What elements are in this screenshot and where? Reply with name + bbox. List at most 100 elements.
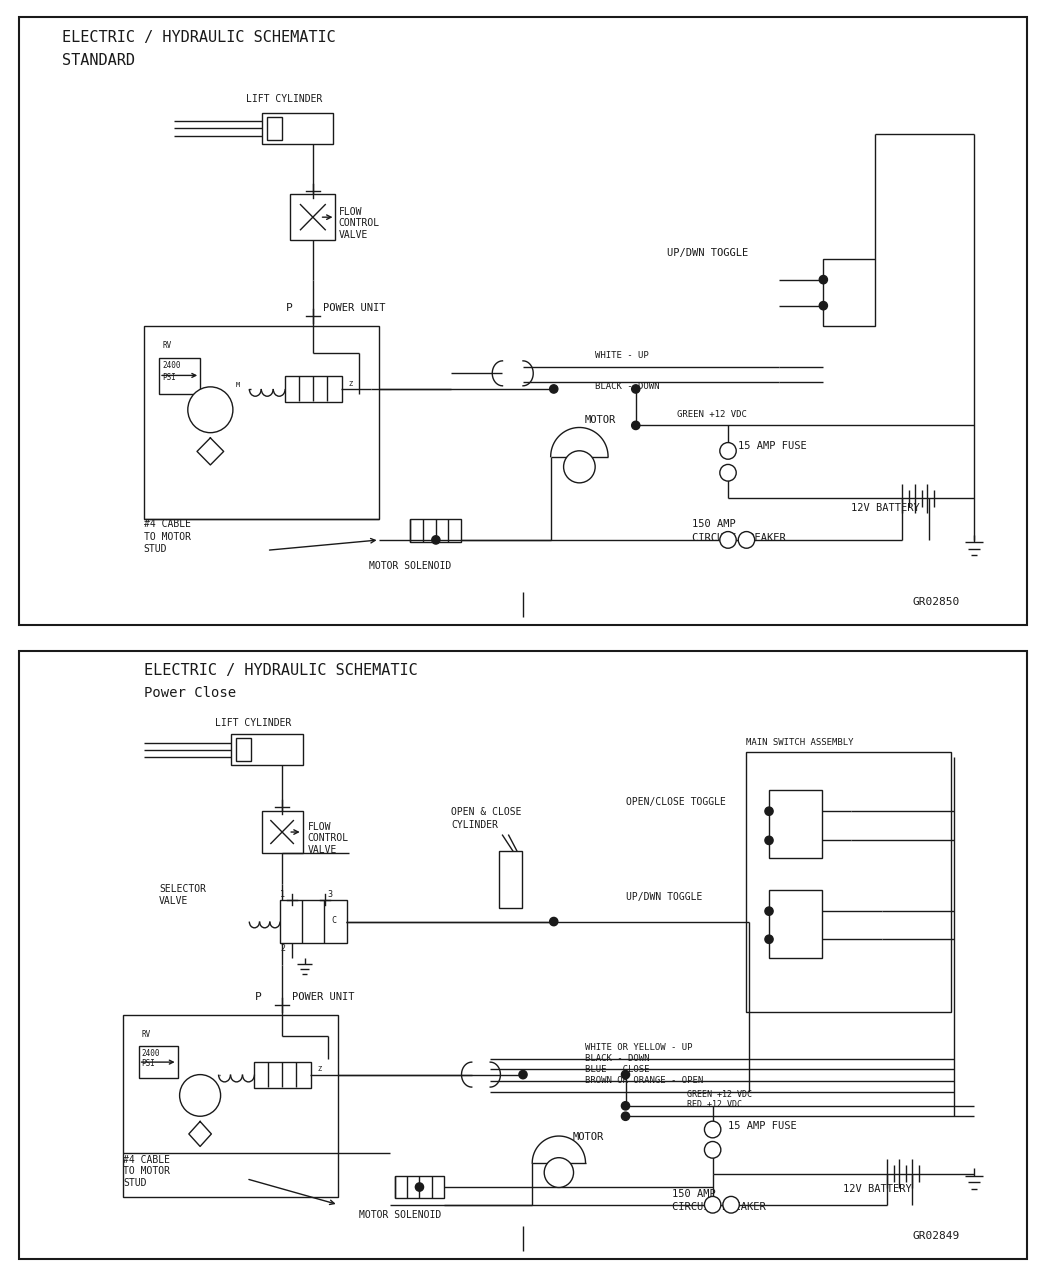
Bar <box>267 118 282 140</box>
Text: BLUE - CLOSE: BLUE - CLOSE <box>585 1065 649 1074</box>
Text: MAIN SWITCH ASSEMBLY: MAIN SWITCH ASSEMBLY <box>747 739 854 748</box>
Text: VALVE: VALVE <box>339 229 368 239</box>
Circle shape <box>704 1121 721 1138</box>
Text: P: P <box>286 302 292 312</box>
Text: C: C <box>332 916 337 925</box>
Circle shape <box>432 536 440 544</box>
Text: #4 CABLE: #4 CABLE <box>143 520 190 529</box>
Text: CIRCUIT BREAKER: CIRCUIT BREAKER <box>672 1202 766 1212</box>
Text: OPEN & CLOSE: OPEN & CLOSE <box>451 808 522 817</box>
Bar <box>394 1175 445 1198</box>
Text: ELECTRIC / HYDRAULIC SCHEMATIC: ELECTRIC / HYDRAULIC SCHEMATIC <box>62 29 336 45</box>
Bar <box>769 790 822 858</box>
Circle shape <box>549 918 558 925</box>
Text: GR02850: GR02850 <box>912 598 960 607</box>
Text: 12V BATTERY: 12V BATTERY <box>851 503 919 513</box>
Text: 15 AMP FUSE: 15 AMP FUSE <box>728 1121 797 1132</box>
Circle shape <box>180 1075 221 1116</box>
Bar <box>123 1015 339 1198</box>
Circle shape <box>632 385 640 393</box>
Circle shape <box>765 836 773 845</box>
Text: P: P <box>255 992 262 1002</box>
Text: P: P <box>577 462 582 471</box>
Bar <box>280 900 346 943</box>
Circle shape <box>819 275 827 284</box>
Text: P: P <box>556 1169 562 1178</box>
Text: BLACK - DOWN: BLACK - DOWN <box>585 1055 649 1064</box>
Text: #4 CABLE: #4 CABLE <box>123 1155 170 1165</box>
Text: PSI: PSI <box>141 1059 156 1068</box>
Text: CIRCUIT BREAKER: CIRCUIT BREAKER <box>692 532 786 543</box>
Bar <box>143 326 380 520</box>
Circle shape <box>704 1197 721 1213</box>
Bar <box>499 851 522 908</box>
Text: FLOW: FLOW <box>339 207 362 216</box>
Text: WHITE OR YELLOW - UP: WHITE OR YELLOW - UP <box>585 1043 692 1052</box>
Text: ELECTRIC / HYDRAULIC SCHEMATIC: ELECTRIC / HYDRAULIC SCHEMATIC <box>143 663 417 678</box>
Circle shape <box>819 302 827 310</box>
Bar <box>231 735 302 765</box>
Text: WHITE - UP: WHITE - UP <box>595 351 649 360</box>
Bar <box>138 1047 178 1078</box>
Bar <box>747 751 952 1012</box>
Circle shape <box>621 1102 630 1110</box>
Text: BLACK - DOWN: BLACK - DOWN <box>595 381 659 390</box>
Bar <box>291 195 336 241</box>
Circle shape <box>720 443 736 460</box>
Text: Z: Z <box>318 1066 322 1073</box>
Text: LIFT CYLINDER: LIFT CYLINDER <box>215 718 292 727</box>
Text: M: M <box>207 404 213 415</box>
Circle shape <box>544 1157 573 1188</box>
Text: FLOW: FLOW <box>308 822 332 832</box>
Text: VALVE: VALVE <box>159 896 188 905</box>
Text: CYLINDER: CYLINDER <box>451 819 498 829</box>
Text: Z: Z <box>348 380 353 387</box>
Text: 2400: 2400 <box>162 361 181 370</box>
Text: 12V BATTERY: 12V BATTERY <box>843 1184 911 1194</box>
Text: Power Close: Power Close <box>143 686 235 700</box>
Text: UP/DWN TOGGLE: UP/DWN TOGGLE <box>626 892 702 902</box>
Text: STANDARD: STANDARD <box>62 52 135 68</box>
Text: MOTOR SOLENOID: MOTOR SOLENOID <box>369 561 452 571</box>
Circle shape <box>621 1070 630 1079</box>
Text: MOTOR SOLENOID: MOTOR SOLENOID <box>359 1210 441 1220</box>
Text: UP/DWN TOGGLE: UP/DWN TOGGLE <box>666 248 748 259</box>
Text: GR02849: GR02849 <box>912 1231 960 1240</box>
Bar <box>254 1062 311 1088</box>
Circle shape <box>519 1070 527 1079</box>
Text: MOTOR: MOTOR <box>585 415 616 425</box>
Text: STUD: STUD <box>143 544 167 554</box>
Circle shape <box>720 465 736 481</box>
Circle shape <box>188 387 233 433</box>
Text: MOTOR: MOTOR <box>572 1132 604 1142</box>
Text: CONTROL: CONTROL <box>339 218 380 228</box>
Circle shape <box>621 1112 630 1120</box>
Circle shape <box>765 808 773 815</box>
Bar <box>823 259 874 326</box>
Text: RV: RV <box>162 342 172 351</box>
Text: RV: RV <box>141 1030 151 1039</box>
Text: 15 AMP FUSE: 15 AMP FUSE <box>738 442 808 451</box>
Bar <box>286 376 342 402</box>
Bar <box>410 520 461 541</box>
Text: 2400: 2400 <box>141 1048 160 1057</box>
Text: TO MOTOR: TO MOTOR <box>143 531 190 541</box>
Text: 3: 3 <box>327 891 333 900</box>
Text: 150 AMP: 150 AMP <box>672 1189 715 1199</box>
Text: BROWN OR ORANGE - OPEN: BROWN OR ORANGE - OPEN <box>585 1076 703 1085</box>
Circle shape <box>720 531 736 548</box>
Text: GREEN +12 VDC: GREEN +12 VDC <box>687 1089 752 1098</box>
Circle shape <box>704 1142 721 1158</box>
Text: POWER UNIT: POWER UNIT <box>292 992 355 1002</box>
Text: VALVE: VALVE <box>308 845 337 855</box>
Text: M: M <box>236 381 241 388</box>
Text: OPEN/CLOSE TOGGLE: OPEN/CLOSE TOGGLE <box>626 796 725 806</box>
Text: RED +12 VDC: RED +12 VDC <box>687 1100 742 1108</box>
Bar <box>236 739 251 762</box>
Text: 150 AMP: 150 AMP <box>692 520 736 529</box>
Text: 2: 2 <box>280 945 286 954</box>
Text: M: M <box>197 1091 203 1101</box>
Text: 1: 1 <box>280 891 286 900</box>
Circle shape <box>738 531 754 548</box>
Text: TO MOTOR: TO MOTOR <box>123 1166 170 1176</box>
